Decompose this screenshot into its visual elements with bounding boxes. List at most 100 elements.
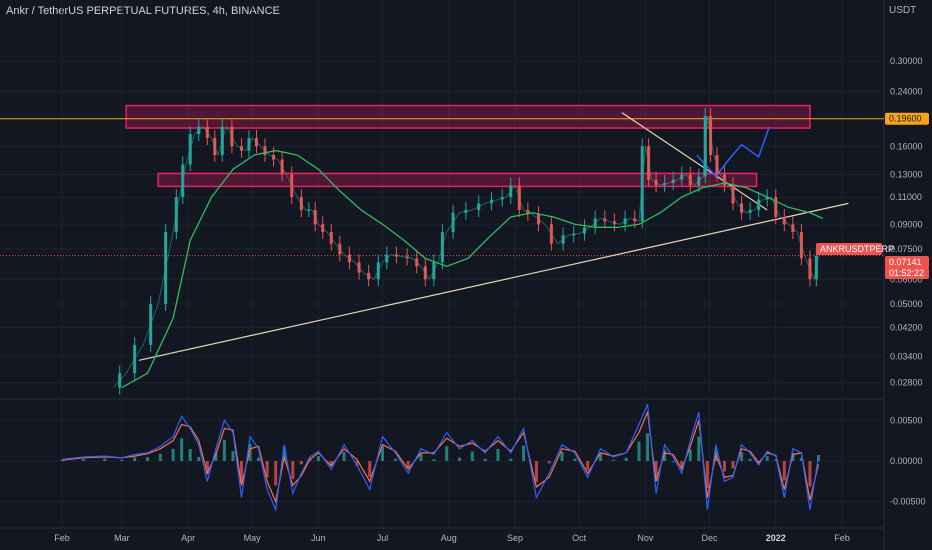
x-tick-label: Nov: [637, 533, 654, 543]
resistance-zones: [125, 104, 811, 188]
resistance-zone: [125, 104, 811, 129]
histogram-bar: [222, 439, 226, 461]
y-tick-label: 0.13000: [890, 169, 923, 179]
price-line: [112, 115, 819, 388]
histogram-bar: [240, 461, 244, 483]
histogram-bar: [808, 461, 812, 487]
price-tag: [816, 243, 882, 255]
moving-average-line: [121, 149, 824, 389]
osc-y-tick-label: -0.00500: [890, 497, 926, 507]
histogram-bar: [432, 459, 436, 461]
x-tick-label: Oct: [572, 533, 587, 543]
histogram-bar: [145, 457, 149, 461]
price-tag: [885, 112, 929, 125]
y-tick-label: 0.06000: [890, 274, 923, 284]
y-tick-label: 0.02800: [890, 378, 923, 388]
macd-line: [61, 403, 820, 513]
histogram-bar: [522, 445, 526, 461]
projection-path: [696, 126, 771, 178]
histogram-bar: [782, 461, 786, 481]
x-tick-label: 2022: [766, 533, 786, 543]
currency-label[interactable]: USDT: [889, 5, 917, 16]
histogram-bar: [171, 448, 175, 461]
y-tick-label: 0.05000: [890, 299, 923, 309]
histogram-bar: [663, 449, 667, 461]
histogram-bar: [680, 461, 684, 469]
histogram-bar: [316, 456, 320, 461]
histogram-bar: [509, 458, 513, 461]
x-tick-label: Jun: [311, 533, 326, 543]
histogram-bar: [774, 459, 778, 461]
x-tick-label: Sep: [507, 533, 523, 543]
histogram-bar: [731, 461, 735, 469]
histogram-bar: [205, 461, 209, 475]
histogram-bar: [329, 461, 333, 467]
histogram-bar: [248, 443, 252, 461]
histogram-bar: [342, 452, 346, 461]
y-tick-label: 0.09000: [890, 219, 923, 229]
histogram-bar: [671, 460, 675, 462]
price-series: [112, 108, 824, 395]
histogram-bar: [496, 448, 500, 461]
histogram-bar: [419, 453, 423, 461]
histogram-bar: [355, 461, 359, 467]
resistance-zone: [157, 172, 758, 188]
histogram-bar: [103, 458, 107, 461]
histogram-bar: [158, 453, 162, 461]
y-tick-label: 0.16000: [890, 141, 923, 151]
price-tag: [885, 267, 929, 279]
axes: 0.30000 0.24000 0.16000 0.13000 0.11000 0.090…: [54, 56, 925, 543]
histogram-bar: [624, 457, 628, 461]
x-tick-label: Mar: [114, 533, 130, 543]
histogram-bar: [573, 458, 577, 461]
histogram-bar: [274, 461, 278, 486]
price-tag-label: 0.19600: [889, 114, 922, 124]
histogram-bar: [214, 452, 218, 461]
histogram-bar: [282, 447, 286, 461]
histogram-bar: [705, 461, 709, 488]
price-tag: [885, 256, 929, 268]
histogram-bar: [120, 459, 124, 461]
y-tick-label: 0.07500: [890, 244, 923, 254]
histogram-bar: [547, 461, 551, 464]
histogram-bar: [688, 449, 692, 461]
histogram-bar: [231, 451, 235, 461]
histogram-bar: [257, 457, 261, 461]
histogram-bar: [483, 458, 487, 461]
histogram-bar: [654, 461, 658, 482]
ascending-trendline: [138, 202, 849, 361]
price-tag-label: 01:52:22: [889, 268, 924, 278]
x-tick-label: Aug: [441, 533, 457, 543]
grid: [0, 0, 885, 550]
histogram-bar: [368, 461, 372, 478]
histogram-bar: [722, 461, 726, 472]
descending-trendline: [621, 112, 768, 211]
histogram-bar: [291, 461, 295, 479]
histogram-bar: [265, 461, 269, 478]
histogram-bar: [188, 448, 192, 461]
y-tick-label: 0.04200: [890, 323, 923, 333]
histogram-bar: [799, 457, 803, 461]
histogram-bar: [646, 433, 650, 461]
histogram-bar: [457, 457, 461, 461]
y-tick-label: 0.11000: [890, 192, 922, 202]
y-tick-label: 0.03400: [890, 351, 923, 361]
x-tick-label: Jul: [377, 533, 389, 543]
price-tag-label: ANKRUSDTPERP: [820, 244, 894, 254]
histogram-bar: [765, 456, 769, 461]
histogram-bar: [445, 446, 449, 461]
histogram-bar: [697, 436, 701, 461]
histogram-bar: [611, 459, 615, 461]
histogram-bar: [406, 461, 410, 469]
y-tick-label: 0.24000: [890, 86, 923, 96]
histogram-bar: [299, 461, 303, 465]
x-tick-label: Feb: [54, 533, 70, 543]
histogram-bar: [393, 458, 397, 461]
histogram-bar: [748, 458, 752, 461]
histogram-bar: [534, 461, 538, 482]
histogram-bar: [560, 452, 564, 461]
histogram-bar: [637, 441, 641, 461]
osc-y-tick-label: 0.00000: [890, 456, 923, 466]
histogram-bar: [180, 438, 184, 461]
